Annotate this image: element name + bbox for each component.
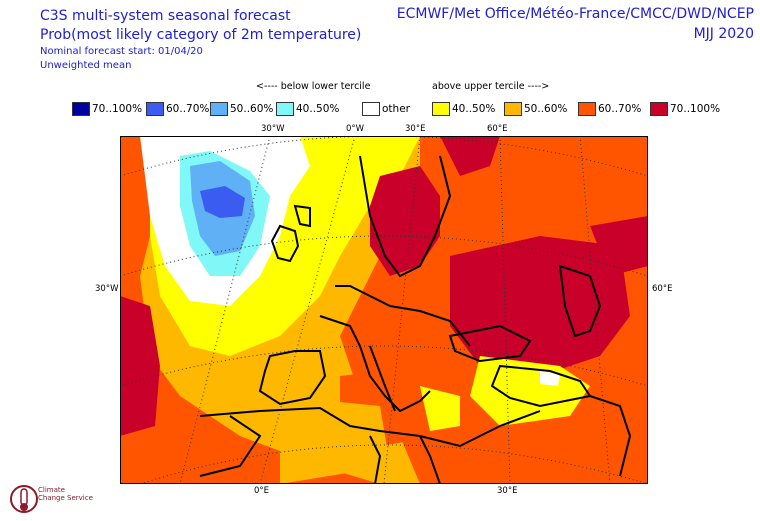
fill-70-100-east [590,216,648,276]
legend-item: 50..60% [504,101,567,117]
legend-swatch [578,102,596,116]
legend-swatch [362,102,380,116]
logo-line-2: Change Service [38,494,93,502]
coastlines [199,155,632,484]
top-lon-label-0w: 0°W [346,124,365,134]
legend-swatch [146,102,164,116]
map-title: C3S multi-system seasonal forecast [40,8,291,24]
legend-below-heading: <---- below lower tercile [256,81,371,92]
legend-swatch [432,102,450,116]
logo-line-1: Climate [38,486,65,494]
legend-item: 70..100% [72,101,142,117]
fill-60-70-below [200,186,245,218]
graticule [120,136,648,484]
legend-swatch [72,102,90,116]
legend-label: 40..50% [452,103,496,115]
legend-item: 40..50% [276,101,339,117]
legend-item: 70..100% [650,101,720,117]
legend-label: 50..60% [230,103,274,115]
right-lat-label: 60°E [652,284,673,294]
legend-swatch [650,102,668,116]
top-lon-label-60e: 60°E [487,124,508,134]
legend-label: 70..100% [670,103,721,115]
forecast-start: Nominal forecast start: 01/04/20 [40,46,203,57]
copernicus-logo [10,485,38,513]
legend-item: other [362,101,410,117]
forecast-centres: ECMWF/Met Office/Météo-France/CMCC/DWD/N… [396,6,754,22]
forecast-map [120,136,648,484]
bottom-lon-label-0e: 0°E [254,486,270,496]
legend-item: 50..60% [210,101,273,117]
legend-swatch [276,102,294,116]
fill-70-100-north [440,136,500,176]
legend-item: 40..50% [432,101,495,117]
legend-item: 60..70% [578,101,641,117]
legend-label: 70..100% [92,103,143,115]
fill-70-100-scandinavia [370,166,440,276]
map-subtitle: Prob(most likely category of 2m temperat… [40,27,362,43]
top-lon-label-30w: 30°W [261,124,285,134]
fill-70-100-atlantic [120,296,160,436]
legend-label: 60..70% [598,103,642,115]
fill-other-turkey [540,371,560,386]
fill-70-100-russia [450,236,630,376]
legend-above-heading: above upper tercile ----> [432,81,550,92]
legend-label: other [382,103,410,115]
legend-item: 60..70% [146,101,209,117]
legend-label: 60..70% [166,103,210,115]
legend-swatch [504,102,522,116]
title-block: C3S multi-system seasonal forecast Prob(… [40,6,361,73]
logo-text: Climate Change Service [38,486,93,502]
mean-type: Unweighted mean [40,60,132,71]
legend-swatch [210,102,228,116]
title-right-block: ECMWF/Met Office/Météo-France/CMCC/DWD/N… [397,4,754,44]
fill-50-60-south [280,396,390,484]
legend-label: 40..50% [296,103,340,115]
top-lon-label-30e: 30°E [405,124,426,134]
forecast-season: MJJ 2020 [693,26,754,42]
bottom-lon-label-30e: 30°E [497,486,518,496]
map-canvas [120,136,648,484]
map-border [120,136,648,484]
legend-label: 50..60% [524,103,568,115]
left-lat-label: 30°W [95,284,119,294]
fill-40-50-east-med [420,386,460,431]
